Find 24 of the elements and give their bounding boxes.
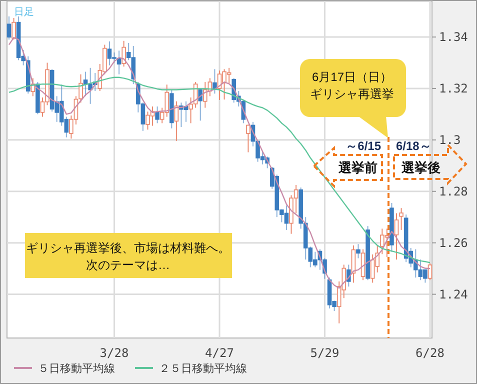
legend-label: ２５日移動平均線 <box>159 363 247 375</box>
x-tick-label: 3/28 <box>100 346 129 360</box>
annotation: 選挙後 <box>400 160 440 175</box>
y-tick-label: 1.24 <box>439 287 468 302</box>
annotation: ギリシャ再選挙後、市場は材料難へ。次のテーマは… <box>26 241 230 272</box>
candlestick <box>78 74 83 104</box>
annotation: 選挙前 <box>338 160 378 175</box>
annotation: ～6/15 <box>346 139 382 153</box>
y-tick-label: 1.26 <box>439 236 468 250</box>
annotation: 日足 <box>14 7 34 18</box>
annotation: 6/18～ <box>396 139 432 153</box>
candlestick <box>246 124 250 153</box>
candlestick <box>399 208 404 230</box>
y-tick-label: 1.34 <box>439 30 468 44</box>
annotation: 6月17日（日）ギリシャ再選挙 <box>310 70 394 101</box>
y-tick-label: 1.28 <box>439 184 468 198</box>
x-tick-label: 5/29 <box>310 346 340 360</box>
x-tick-label: 4/27 <box>205 346 234 360</box>
candlestick <box>394 212 399 260</box>
y-tick-label: 1.3 <box>439 132 461 147</box>
legend-label: ５日移動平均線 <box>38 363 115 375</box>
y-tick-label: 1.32 <box>439 81 468 96</box>
candlestick <box>12 17 16 40</box>
x-tick-label: 6/28 <box>416 346 444 360</box>
